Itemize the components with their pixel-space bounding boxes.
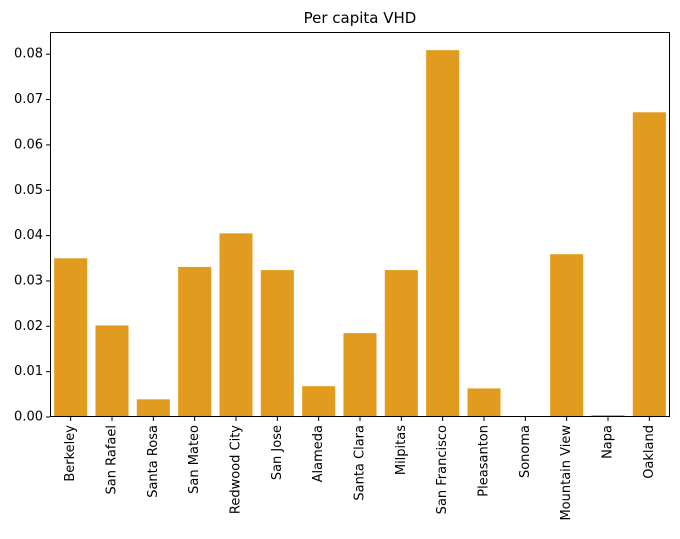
- bar-berkeley: [54, 258, 88, 417]
- bar-san-jose: [260, 270, 294, 417]
- chart-title: Per capita VHD: [304, 9, 417, 27]
- plot-frame: [50, 32, 670, 417]
- y-axis: 0.00 0.01 0.02 0.03 0.04 0.05 0.06 0.07 0.08: [14, 47, 50, 425]
- bar-santa-rosa: [136, 399, 170, 417]
- x-tick-label: Alameda: [311, 425, 326, 482]
- x-tick-label: Mountain View: [559, 425, 574, 521]
- x-tick-label: Napa: [601, 425, 616, 459]
- x-tick-label: Santa Rosa: [146, 425, 161, 498]
- bar-san-francisco: [426, 50, 460, 418]
- y-tick-label: 0.06: [14, 137, 43, 152]
- y-tick-label: 0.08: [14, 47, 43, 62]
- x-tick-label: Santa Clara: [353, 425, 368, 501]
- x-tick-label: San Rafael: [105, 425, 120, 494]
- x-tick-label: Milpitas: [394, 425, 409, 475]
- x-tick-label: San Francisco: [435, 425, 450, 514]
- bar-santa-clara: [343, 333, 377, 417]
- x-tick-label: Sonoma: [518, 425, 533, 478]
- bar-milpitas: [384, 270, 418, 417]
- x-tick-label: Pleasanton: [477, 425, 492, 497]
- bar-redwood-city: [219, 233, 253, 417]
- y-tick-label: 0.07: [14, 92, 43, 107]
- y-tick-label: 0.04: [14, 228, 43, 243]
- bar-alameda: [302, 386, 336, 417]
- bar-oakland: [632, 112, 666, 417]
- x-tick-label: Oakland: [642, 425, 657, 479]
- y-tick-label: 0.05: [14, 183, 43, 198]
- bar-mountain-view: [550, 254, 584, 417]
- x-axis: Berkeley San Rafael Santa Rosa San Mateo Red…: [63, 417, 657, 521]
- x-tick-label: San Jose: [270, 425, 285, 480]
- x-tick-label: Redwood City: [229, 425, 244, 514]
- y-tick-label: 0.03: [14, 273, 43, 288]
- x-tick-label: Berkeley: [63, 425, 78, 482]
- y-tick-label: 0.02: [14, 319, 43, 334]
- y-tick-label: 0.00: [14, 410, 43, 425]
- x-tick-label: San Mateo: [187, 425, 202, 494]
- bar-san-rafael: [95, 325, 129, 417]
- y-tick-label: 0.01: [14, 364, 43, 379]
- bar-pleasanton: [467, 388, 501, 417]
- bars-group: [54, 50, 666, 418]
- bar-san-mateo: [178, 266, 212, 417]
